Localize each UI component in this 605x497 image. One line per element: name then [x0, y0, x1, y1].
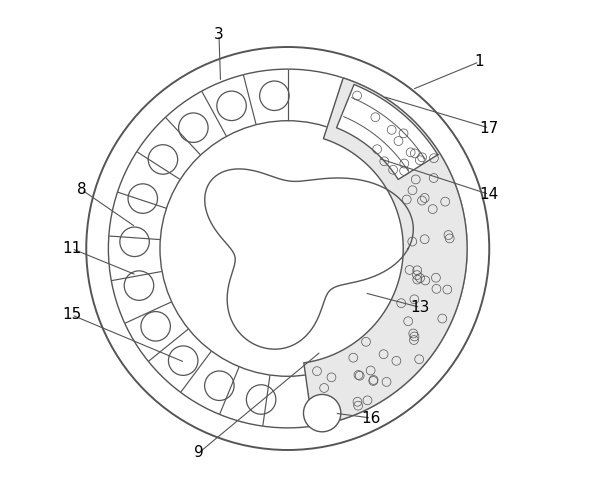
Circle shape	[217, 91, 246, 121]
Circle shape	[168, 346, 198, 375]
Text: 8: 8	[77, 182, 86, 197]
Circle shape	[260, 81, 289, 110]
Text: 15: 15	[62, 307, 81, 323]
Text: 14: 14	[480, 187, 499, 202]
Text: 3: 3	[214, 27, 224, 42]
Circle shape	[124, 271, 154, 300]
Circle shape	[120, 227, 149, 256]
Circle shape	[304, 395, 341, 432]
Text: 9: 9	[194, 445, 204, 460]
Text: 1: 1	[474, 54, 484, 69]
Text: 13: 13	[411, 300, 430, 315]
Circle shape	[148, 145, 178, 174]
Polygon shape	[336, 84, 438, 179]
Polygon shape	[304, 78, 467, 426]
Text: 11: 11	[62, 241, 81, 256]
Text: 17: 17	[480, 121, 499, 136]
Circle shape	[141, 312, 171, 341]
Circle shape	[128, 184, 157, 213]
Circle shape	[204, 371, 234, 401]
Text: 16: 16	[362, 411, 381, 425]
Circle shape	[246, 385, 276, 414]
Circle shape	[178, 113, 208, 143]
